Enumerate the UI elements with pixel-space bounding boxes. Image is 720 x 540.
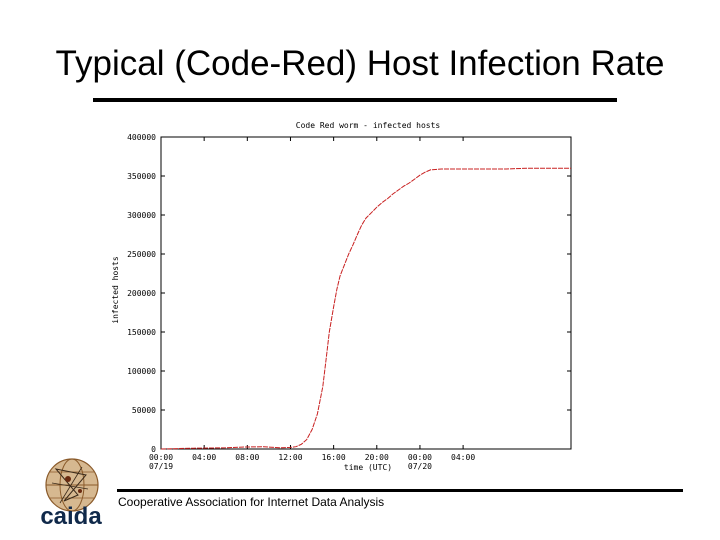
x-tick-label: 20:00: [365, 453, 389, 462]
y-tick-label: 100000: [127, 367, 156, 376]
y-axis-label: infected hosts: [111, 256, 120, 324]
caida-globe-icon: [45, 458, 99, 512]
y-tick-label: 150000: [127, 328, 156, 337]
y-tick-label: 50000: [132, 406, 156, 415]
title-rule: [93, 98, 617, 102]
slide-title: Typical (Code-Red) Host Infection Rate: [55, 44, 665, 83]
x-tick-label: 04:00: [192, 453, 216, 462]
y-tick-label: 250000: [127, 250, 156, 259]
y-axis: 0 50000 100000 150000 200000 250000 300000 3500…: [127, 133, 571, 454]
y-tick-label: 400000: [127, 133, 156, 142]
x-tick-label: 16:00: [322, 453, 346, 462]
x-tick-label: 08:00: [235, 453, 259, 462]
x-axis: 00:00 07/19 04:00 08:00 12:00 16:00 20:00 00:00…: [149, 137, 475, 471]
y-tick-label: 200000: [127, 289, 156, 298]
x-tick-label: 00:00 07/20: [408, 453, 432, 471]
y-tick-label: 300000: [127, 211, 156, 220]
x-axis-label: time (UTC): [344, 463, 392, 472]
x-tick-label: 00:00 07/19: [149, 453, 173, 471]
plot-frame: [160, 136, 572, 450]
chart-title: Code Red worm - infected hosts: [296, 121, 441, 130]
x-tick-label: 12:00: [278, 453, 302, 462]
series-layer: [160, 167, 571, 450]
y-tick-label: 0: [151, 445, 156, 454]
x-tick-label: 04:00: [451, 453, 475, 462]
chart: Code Red worm - infected hosts 0 50000 100…: [111, 121, 572, 472]
footer-text: Cooperative Association for Internet Dat…: [118, 495, 385, 509]
caida-logo-text: caida: [40, 503, 102, 530]
footer-rule: [117, 489, 683, 492]
infected-hosts-line: [160, 167, 571, 450]
y-tick-label: 350000: [127, 172, 156, 181]
